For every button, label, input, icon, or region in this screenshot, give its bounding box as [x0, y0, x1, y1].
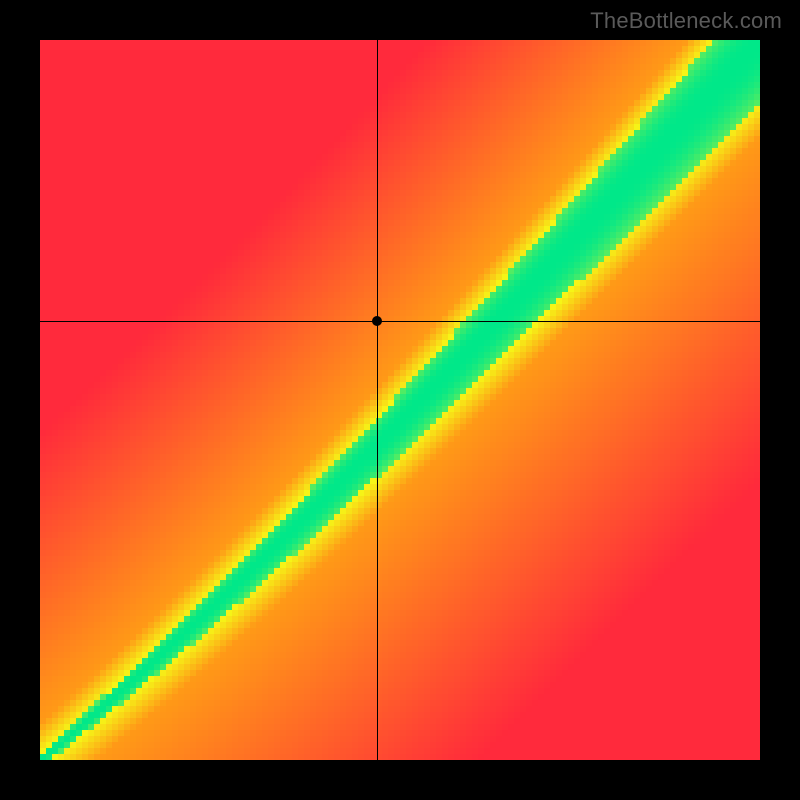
marker-dot	[372, 316, 382, 326]
chart-container: TheBottleneck.com	[0, 0, 800, 800]
crosshair-vertical	[377, 40, 378, 760]
plot-area	[40, 40, 760, 760]
watermark-text: TheBottleneck.com	[590, 8, 782, 34]
heatmap-canvas	[40, 40, 760, 760]
crosshair-horizontal	[40, 321, 760, 322]
